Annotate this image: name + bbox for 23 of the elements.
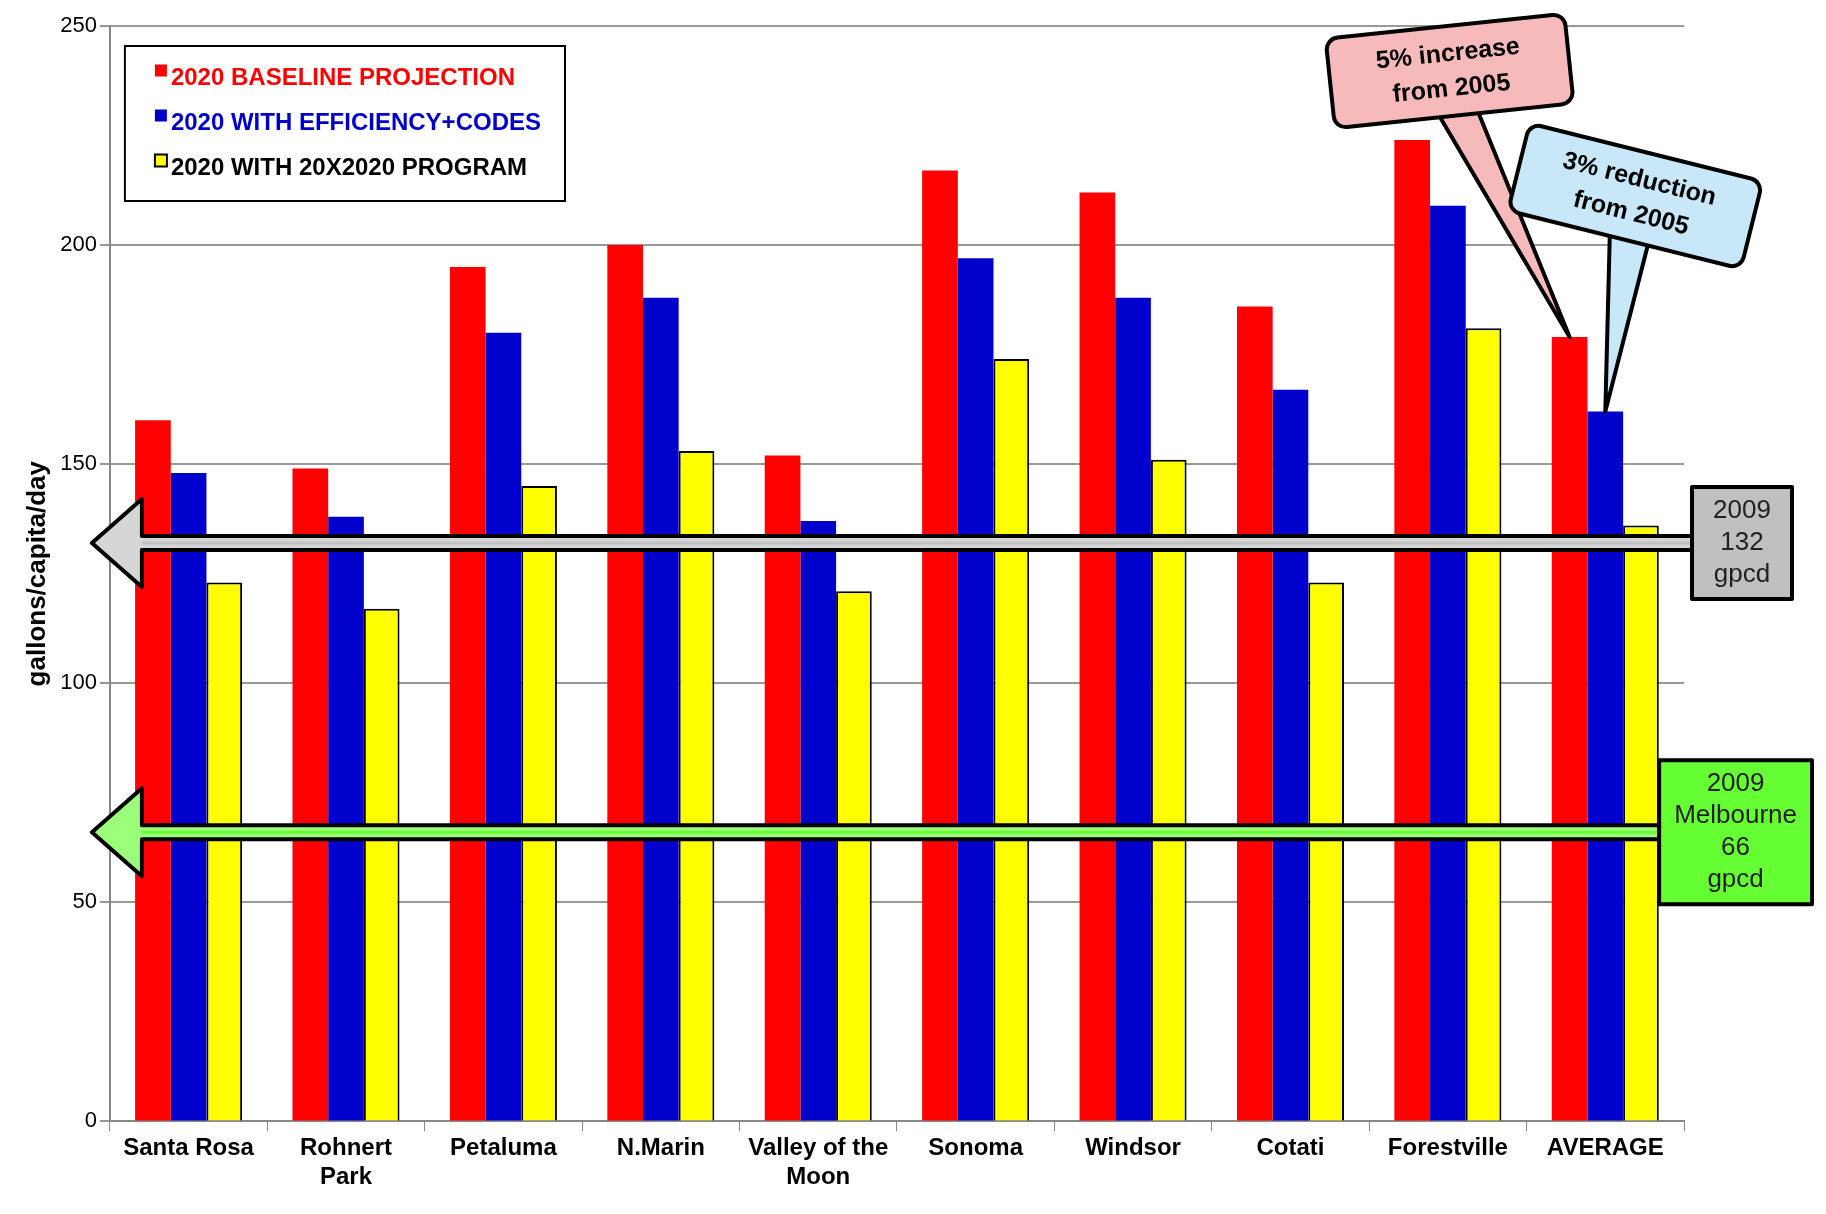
- annotation: 5% increase from 2005: [1374, 30, 1522, 108]
- legend-label: 2020 WITH 20X2020 PROGRAM: [170, 153, 528, 181]
- ref-line-label: 2009 Melbourne 66 gpcd: [1674, 767, 1797, 894]
- y-tick-label: 150: [60, 450, 97, 476]
- y-axis-title: gallons/capita/day: [20, 460, 51, 687]
- y-tick-label: 200: [60, 231, 97, 257]
- x-tick-label: Rohnert Park: [300, 1133, 393, 1190]
- y-tick-label: 100: [60, 669, 97, 695]
- y-tick-label: 250: [60, 12, 97, 38]
- legend-label: 2020 WITH EFFICIENCY+CODES: [170, 108, 541, 136]
- x-tick-label: Windsor: [1085, 1133, 1181, 1161]
- x-tick-label: AVERAGE: [1546, 1133, 1664, 1161]
- x-tick-label: Petaluma: [450, 1133, 558, 1161]
- x-tick-label: Forestville: [1387, 1133, 1508, 1161]
- y-tick-label: 0: [84, 1107, 97, 1133]
- x-tick-label: Valley of the Moon: [748, 1133, 889, 1190]
- x-tick-label: N.Marin: [616, 1133, 705, 1161]
- x-tick-label: Cotati: [1256, 1133, 1325, 1161]
- ref-line-label: 2009 132 gpcd: [1713, 494, 1771, 589]
- x-tick-label: Sonoma: [928, 1133, 1024, 1161]
- x-tick-label: Santa Rosa: [123, 1133, 255, 1161]
- legend-label: 2020 BASELINE PROJECTION: [170, 63, 516, 91]
- y-tick-label: 50: [72, 888, 97, 914]
